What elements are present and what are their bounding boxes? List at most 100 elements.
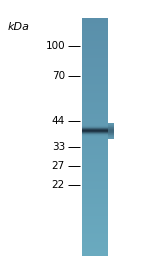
Bar bbox=[82, 219, 108, 221]
Bar bbox=[82, 48, 108, 49]
Bar bbox=[82, 128, 108, 129]
Bar bbox=[82, 23, 108, 24]
Bar bbox=[82, 242, 108, 243]
Bar bbox=[82, 35, 108, 36]
Bar bbox=[82, 245, 108, 246]
Bar bbox=[82, 110, 108, 111]
Bar bbox=[82, 183, 108, 184]
Bar bbox=[82, 90, 108, 91]
Bar bbox=[82, 30, 108, 31]
Bar bbox=[82, 116, 108, 117]
Bar bbox=[82, 193, 108, 194]
Bar bbox=[82, 38, 108, 39]
Bar bbox=[82, 129, 108, 130]
Bar bbox=[82, 215, 108, 217]
Bar bbox=[82, 178, 108, 179]
Bar bbox=[82, 74, 108, 75]
Bar bbox=[82, 22, 108, 23]
Bar bbox=[82, 195, 108, 196]
Bar bbox=[82, 127, 108, 128]
Bar bbox=[82, 95, 108, 97]
Bar bbox=[82, 54, 108, 55]
Bar bbox=[82, 125, 108, 126]
Bar bbox=[82, 172, 108, 173]
Bar bbox=[82, 118, 108, 120]
Bar bbox=[82, 69, 108, 71]
Bar bbox=[108, 129, 114, 130]
Bar bbox=[82, 222, 108, 223]
Bar bbox=[82, 190, 108, 191]
Bar bbox=[82, 53, 108, 54]
Bar bbox=[82, 160, 108, 162]
Bar bbox=[82, 99, 108, 101]
Bar bbox=[82, 93, 108, 94]
Bar bbox=[82, 131, 108, 132]
Bar bbox=[82, 237, 108, 238]
Bar bbox=[82, 170, 108, 171]
Bar bbox=[82, 61, 108, 62]
Bar bbox=[82, 126, 108, 127]
Bar bbox=[82, 170, 108, 172]
Bar bbox=[82, 184, 108, 185]
Bar bbox=[82, 159, 108, 160]
Bar bbox=[82, 40, 108, 41]
Bar bbox=[82, 134, 108, 135]
Bar bbox=[82, 56, 108, 57]
Bar bbox=[82, 99, 108, 100]
Bar bbox=[82, 229, 108, 230]
Bar bbox=[82, 133, 108, 134]
Bar bbox=[108, 127, 114, 128]
Bar bbox=[82, 234, 108, 236]
Bar bbox=[82, 227, 108, 228]
Bar bbox=[82, 26, 108, 27]
Bar bbox=[108, 126, 114, 127]
Bar bbox=[82, 129, 108, 130]
Bar bbox=[108, 137, 114, 138]
Bar bbox=[82, 159, 108, 161]
Bar bbox=[82, 65, 108, 67]
Bar bbox=[82, 169, 108, 170]
Bar bbox=[82, 19, 108, 21]
Bar bbox=[82, 102, 108, 103]
Text: 100: 100 bbox=[45, 41, 65, 51]
Bar bbox=[82, 125, 108, 126]
Bar bbox=[82, 138, 108, 139]
Bar bbox=[82, 174, 108, 175]
Bar bbox=[82, 98, 108, 99]
Bar bbox=[82, 193, 108, 195]
Bar bbox=[82, 32, 108, 33]
Bar bbox=[108, 124, 114, 125]
Bar bbox=[82, 130, 108, 131]
Bar bbox=[82, 79, 108, 80]
Bar bbox=[82, 46, 108, 47]
Bar bbox=[82, 70, 108, 72]
Bar bbox=[82, 205, 108, 206]
Bar bbox=[82, 125, 108, 126]
Bar bbox=[82, 132, 108, 133]
Bar bbox=[82, 167, 108, 168]
Bar bbox=[82, 231, 108, 233]
Bar bbox=[82, 50, 108, 51]
Bar bbox=[108, 134, 114, 135]
Bar bbox=[82, 168, 108, 169]
Bar bbox=[82, 91, 108, 92]
Bar bbox=[82, 97, 108, 98]
Bar bbox=[82, 113, 108, 115]
Bar bbox=[82, 196, 108, 197]
Bar bbox=[82, 88, 108, 89]
Bar bbox=[82, 71, 108, 72]
Bar bbox=[82, 130, 108, 131]
Bar bbox=[82, 76, 108, 78]
Bar bbox=[82, 230, 108, 231]
Bar bbox=[82, 133, 108, 134]
Bar bbox=[82, 252, 108, 253]
Bar bbox=[82, 78, 108, 79]
Bar bbox=[82, 179, 108, 180]
Bar bbox=[82, 55, 108, 56]
Bar bbox=[82, 58, 108, 60]
Bar bbox=[108, 125, 114, 126]
Bar bbox=[82, 226, 108, 227]
Bar bbox=[108, 123, 114, 124]
Bar bbox=[82, 251, 108, 252]
Bar bbox=[82, 233, 108, 234]
